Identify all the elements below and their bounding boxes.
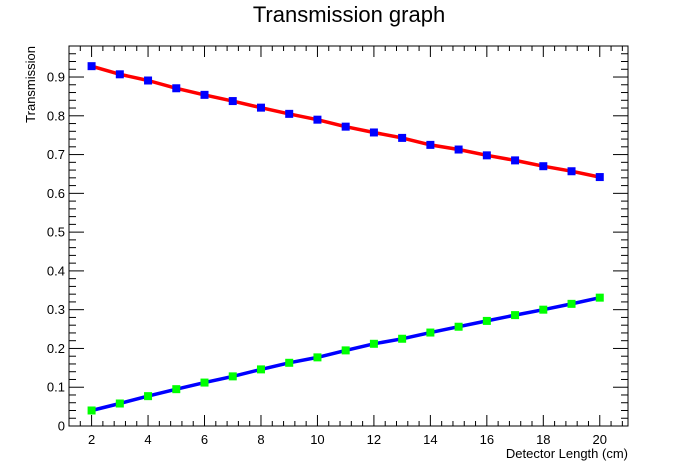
x-tick-label: 4 (144, 432, 151, 447)
series-2-point (595, 293, 604, 302)
series-2-point (398, 334, 407, 343)
y-tick-label: 0.6 (47, 186, 65, 201)
series-2-point (285, 358, 294, 367)
series-1-point (115, 70, 124, 79)
y-tick-label: 0.3 (47, 302, 65, 317)
y-tick-label: 0.8 (47, 108, 65, 123)
series-2-point (482, 316, 491, 325)
series-2-point (567, 299, 576, 308)
series-2-point (313, 353, 322, 362)
x-tick-label: 10 (310, 432, 324, 447)
series-2-point (256, 365, 265, 374)
series-1-point (454, 145, 463, 154)
series-1-point (172, 84, 181, 93)
series-2-point (341, 346, 350, 355)
series-2-point (87, 406, 96, 415)
x-tick-label: 18 (536, 432, 550, 447)
y-tick-label: 0.5 (47, 225, 65, 240)
series-1-point (539, 162, 548, 171)
series-1-point (200, 90, 209, 99)
series-2-point (539, 305, 548, 314)
series-1-point (228, 97, 237, 106)
series-2-point (115, 399, 124, 408)
chart-title: Transmission graph (252, 2, 446, 27)
x-tick-label: 14 (423, 432, 437, 447)
y-tick-label: 0.2 (47, 341, 65, 356)
x-tick-label: 2 (88, 432, 95, 447)
series-2-point (369, 339, 378, 348)
series-1-point (595, 173, 604, 182)
x-axis-label: Detector Length (cm) (506, 446, 628, 461)
series-1-point (426, 140, 435, 149)
series-1-point (341, 122, 350, 131)
series-2-point (144, 392, 153, 401)
plot-frame (68, 45, 629, 427)
series-2-point (228, 372, 237, 381)
x-tick-label: 6 (201, 432, 208, 447)
series-1-point (285, 109, 294, 118)
series-1-point (567, 167, 576, 176)
series-1-point (369, 128, 378, 137)
series-1-line (91, 64, 601, 179)
x-tick-label: 16 (480, 432, 494, 447)
x-tick-label: 8 (257, 432, 264, 447)
series-2-point (172, 385, 181, 394)
y-tick-label: 0.1 (47, 380, 65, 395)
series-1-point (144, 76, 153, 85)
series-2-point (454, 322, 463, 331)
series-1-point (87, 62, 96, 71)
y-tick-label: 0.9 (47, 70, 65, 85)
x-tick-label: 20 (593, 432, 607, 447)
y-axis-label: Transmission (23, 46, 38, 123)
axes: 2 4 6 8 10 12 14 16 18 20 0 0.1 0.2 0.3 0.4 0.5 0.6 0.7 0.… (47, 45, 628, 447)
y-tick-label: 0.4 (47, 263, 65, 278)
series-1-point (482, 151, 491, 160)
y-tick-label: 0.7 (47, 147, 65, 162)
y-tick-label: 0 (58, 419, 65, 434)
series-2-point (511, 311, 520, 320)
x-tick-label: 12 (367, 432, 381, 447)
series-layer (87, 62, 604, 415)
series-2-point (200, 378, 209, 387)
series-2-point (426, 328, 435, 337)
series-1-point (511, 156, 520, 165)
series-1-point (313, 115, 322, 124)
series-1-point (256, 103, 265, 112)
series-1-point (398, 133, 407, 142)
